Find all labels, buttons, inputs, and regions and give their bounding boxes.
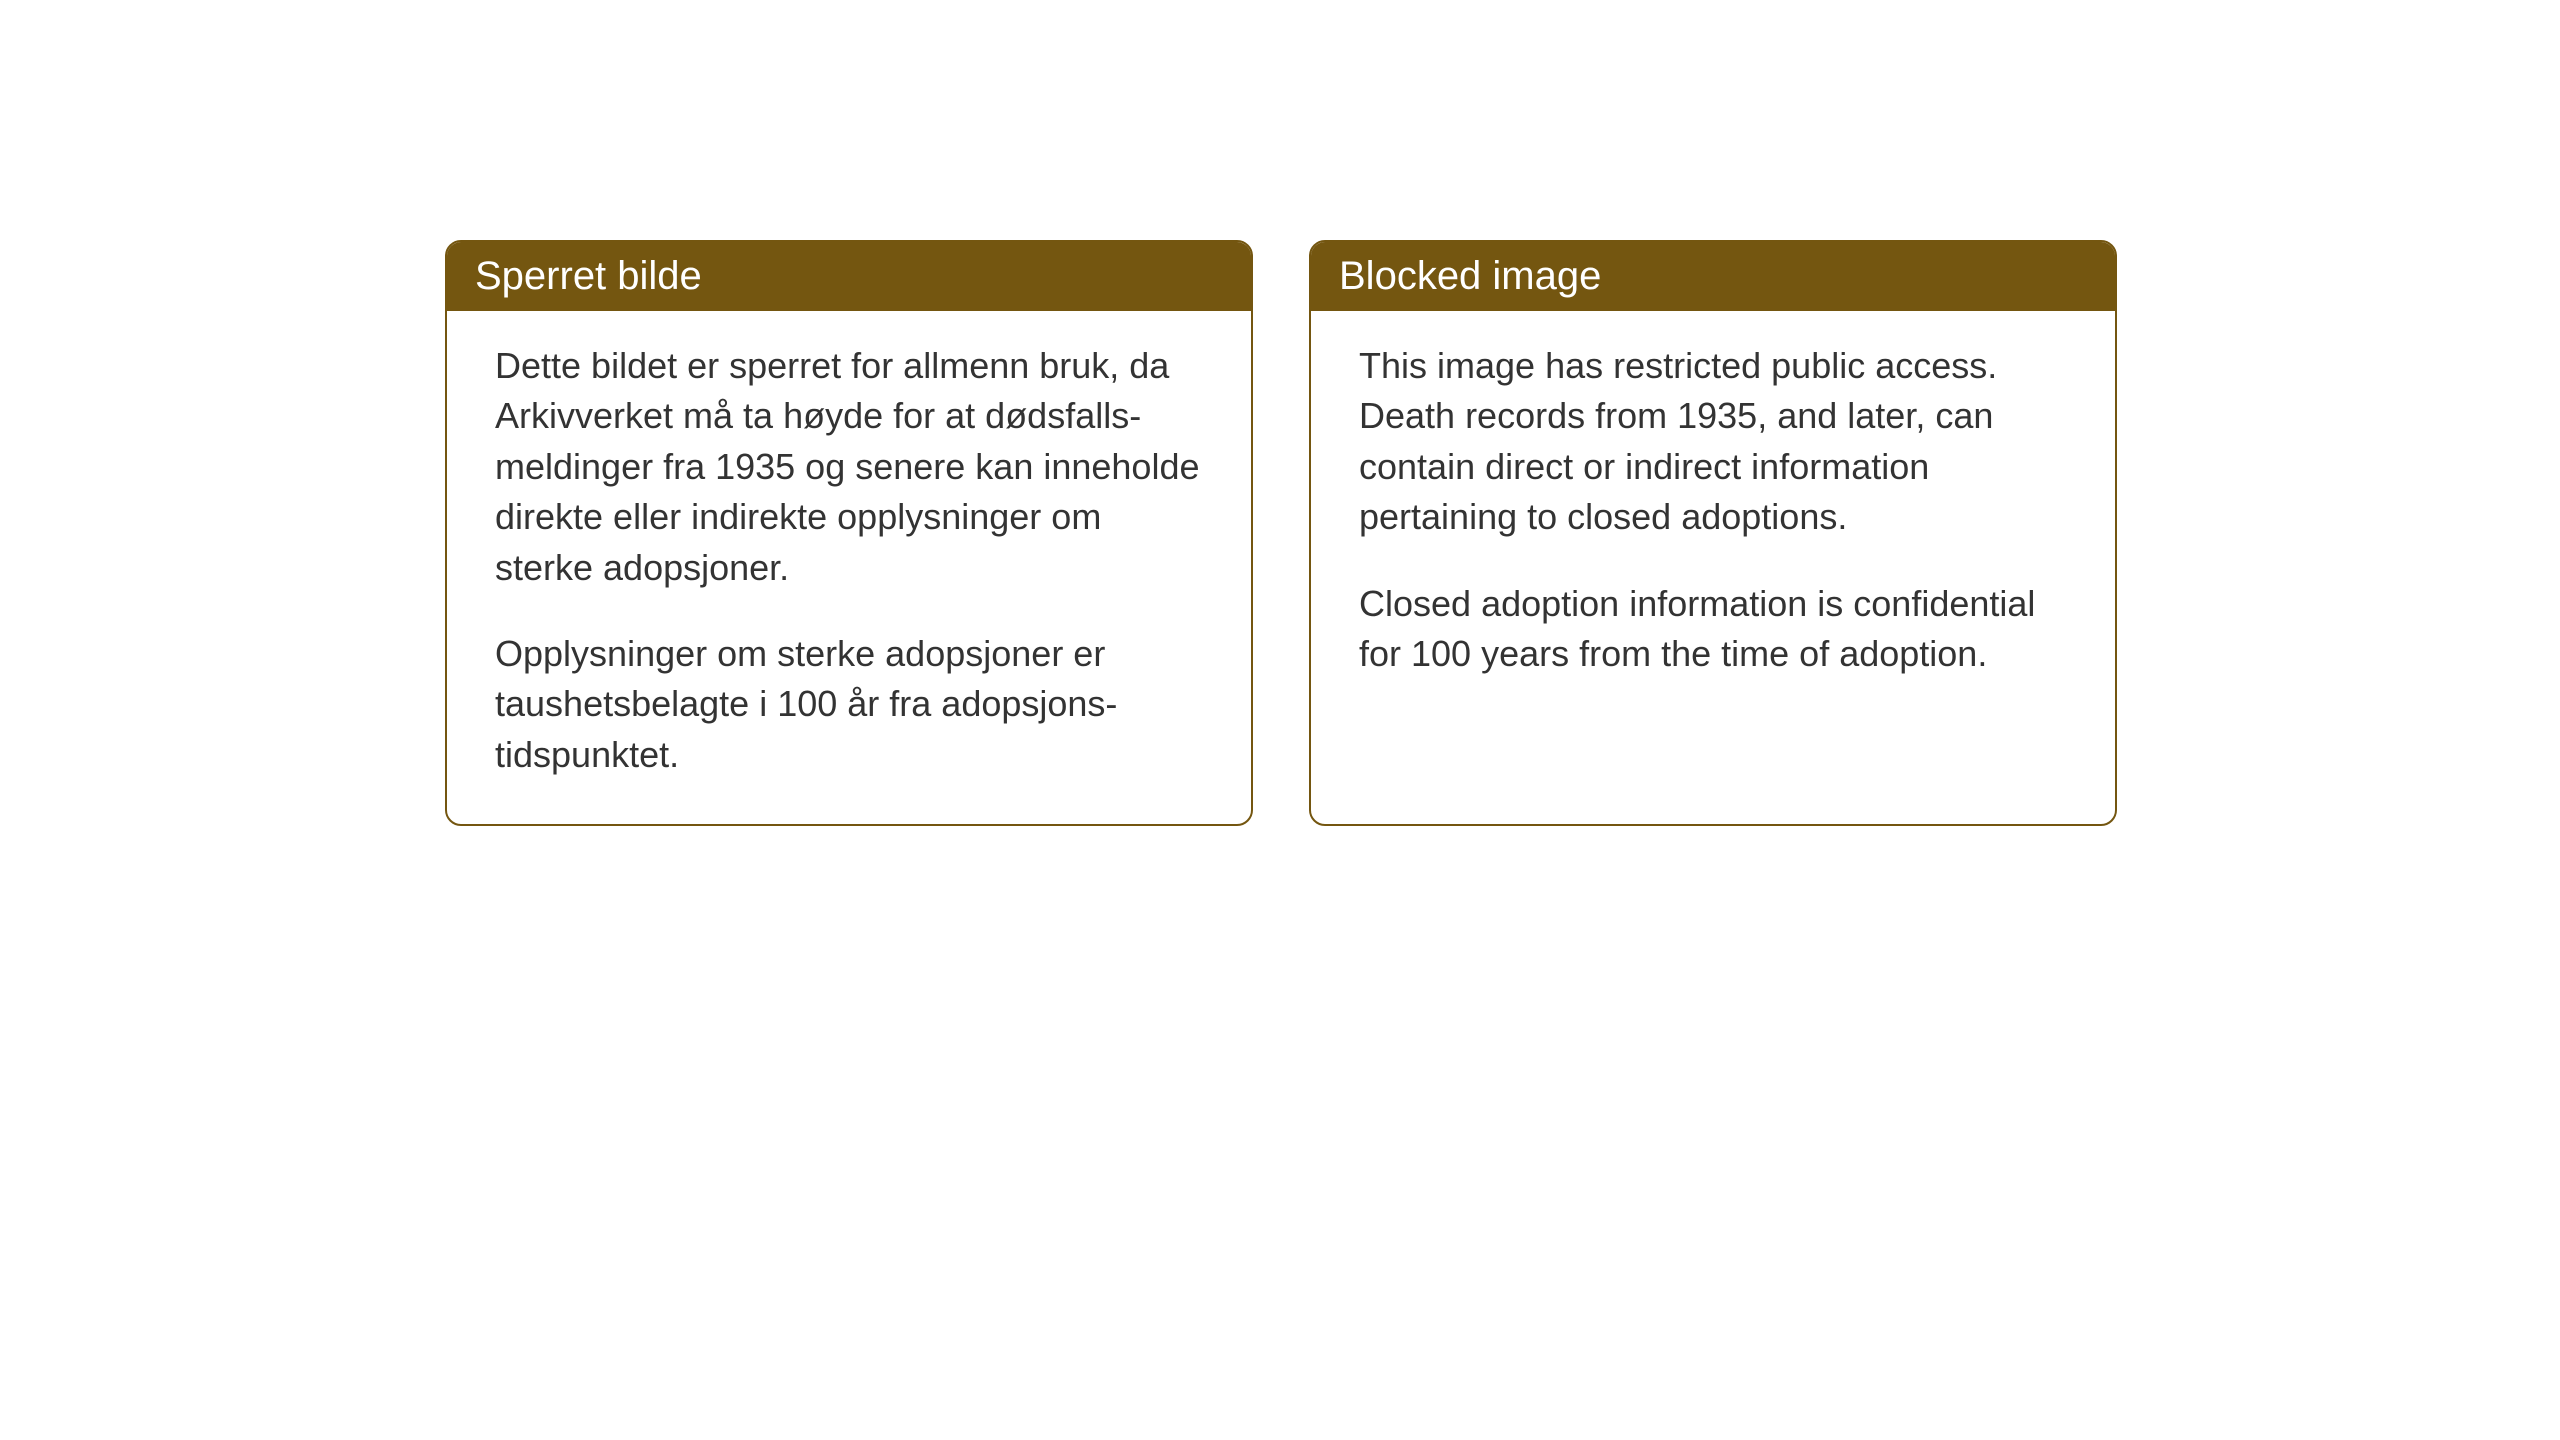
norwegian-paragraph-1: Dette bildet er sperret for allmenn bruk… — [495, 341, 1203, 593]
english-paragraph-1: This image has restricted public access.… — [1359, 341, 2067, 543]
english-notice-card: Blocked image This image has restricted … — [1309, 240, 2117, 826]
norwegian-card-title: Sperret bilde — [447, 242, 1251, 311]
norwegian-paragraph-2: Opplysninger om sterke adopsjoner er tau… — [495, 629, 1203, 780]
english-card-title: Blocked image — [1311, 242, 2115, 311]
norwegian-notice-card: Sperret bilde Dette bildet er sperret fo… — [445, 240, 1253, 826]
english-card-body: This image has restricted public access.… — [1311, 311, 2115, 723]
english-paragraph-2: Closed adoption information is confident… — [1359, 579, 2067, 680]
norwegian-card-body: Dette bildet er sperret for allmenn bruk… — [447, 311, 1251, 824]
notice-cards-container: Sperret bilde Dette bildet er sperret fo… — [445, 240, 2117, 826]
